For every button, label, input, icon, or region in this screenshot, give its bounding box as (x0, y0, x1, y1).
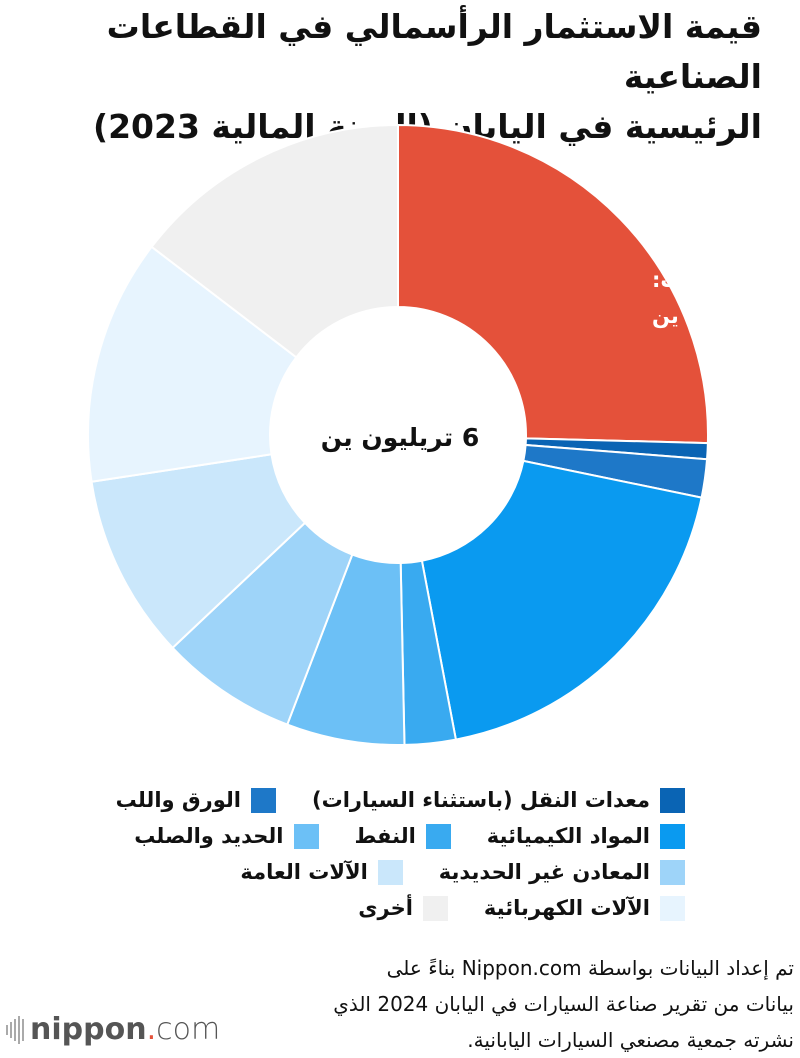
logo-bars-icon (6, 1015, 24, 1044)
legend-swatch (660, 787, 685, 813)
legend-label: الحديد والصلب (134, 824, 284, 848)
legend-row: المعادن غير الحديدية الآلات العامة (85, 854, 685, 890)
slice-3 (420, 459, 703, 741)
logo-suffix: com (156, 1012, 221, 1047)
legend-item: أخرى (358, 895, 448, 921)
legend-swatch (293, 823, 319, 849)
legend-row: الآلات الكهربائية أخرى (85, 890, 685, 926)
legend-item: الآلات الكهربائية (483, 895, 685, 921)
legend-label: المواد الكيميائية (486, 824, 650, 848)
source-line: نشرته جمعية مصنعي السيارات اليابانية. (467, 1028, 794, 1052)
source-line: تم إعداد البيانات بواسطة Nippon.com بناء… (386, 956, 794, 980)
legend-swatch (660, 823, 685, 849)
legend-label: الآلات العامة (240, 860, 368, 884)
source-note: تم إعداد البيانات بواسطة Nippon.com بناء… (333, 950, 794, 1058)
legend-swatch (660, 859, 685, 885)
total-label: 6 تريليون ين (321, 423, 479, 453)
legend-swatch (425, 823, 451, 849)
slice-0 (397, 123, 709, 445)
slice-9 (150, 123, 399, 359)
legend-row: معدات النقل (باستثناء السيارات) الورق وال… (85, 782, 685, 818)
legend-label: الورق واللب (115, 788, 241, 812)
legend-item: النفط (354, 823, 451, 849)
nippon-logo: nippon.com (6, 1012, 220, 1047)
legend-item: معدات النقل (باستثناء السيارات) (312, 787, 685, 813)
legend-swatch (660, 895, 685, 921)
annotation-line-1: المرتبط بالسيارات: (652, 268, 800, 292)
legend-label: معدات النقل (باستثناء السيارات) (312, 788, 650, 812)
legend-label: المعادن غير الحديدية (438, 860, 650, 884)
donut-chart: المرتبط بالسيارات: 1.53 تريليون ين 6 تري… (87, 123, 800, 745)
legend-swatch (422, 895, 448, 921)
legend-label: أخرى (358, 896, 413, 920)
legend-label: النفط (354, 824, 416, 848)
annotation-line-2: 1.53 تريليون ين (652, 304, 800, 328)
source-line: بيانات من تقرير صناعة السيارات في اليابا… (333, 992, 794, 1016)
title-line: قيمة الاستثمار الرأسمالي في القطاعات الص… (106, 7, 762, 96)
legend-item: الآلات العامة (240, 859, 403, 885)
legend-item: المواد الكيميائية (486, 823, 685, 849)
legend-row: المواد الكيميائية النفط الحديد والصلب (85, 818, 685, 854)
legend-item: الورق واللب (115, 787, 276, 813)
legend-swatch (377, 859, 403, 885)
legend: معدات النقل (باستثناء السيارات) الورق وال… (85, 782, 685, 926)
slice-8 (87, 245, 298, 483)
legend-label: الآلات الكهربائية (483, 896, 650, 920)
legend-swatch (251, 787, 276, 813)
legend-item: الحديد والصلب (134, 823, 319, 849)
logo-main: nippon (30, 1012, 147, 1047)
legend-item: المعادن غير الحديدية (438, 859, 685, 885)
